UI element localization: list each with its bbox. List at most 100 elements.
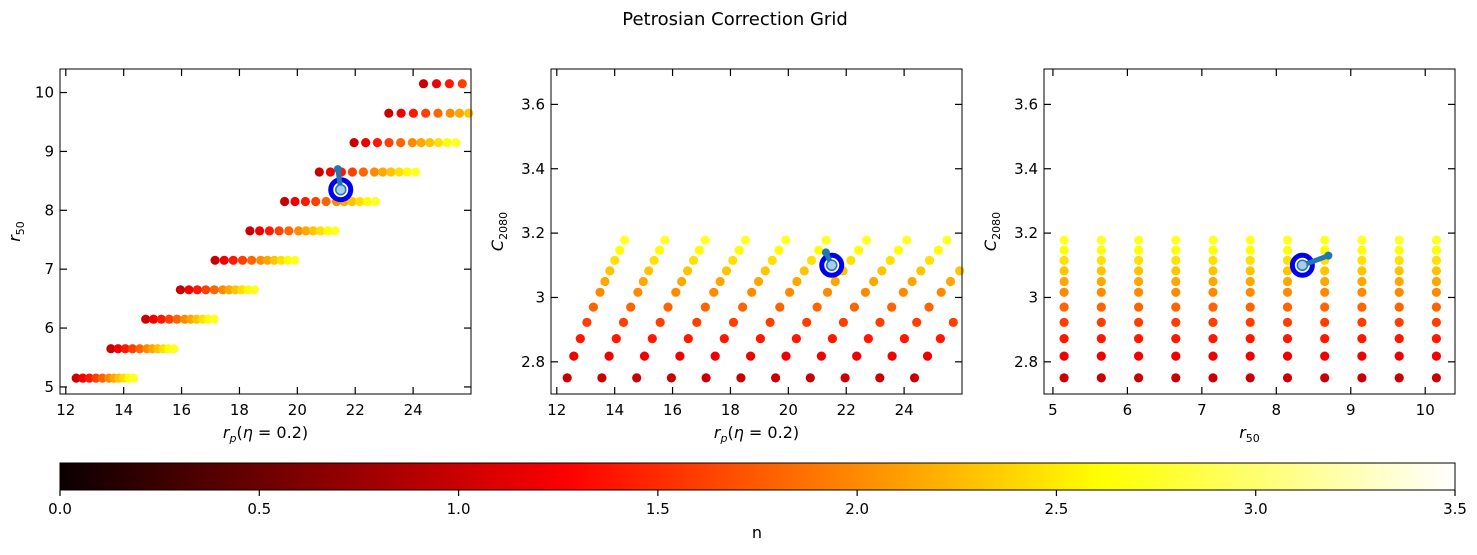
data-point [633, 287, 643, 297]
data-point [113, 344, 123, 354]
colorbar-tick-label: 1.5 [646, 500, 670, 518]
data-point [728, 255, 738, 265]
x-axis-label: r50 [1239, 423, 1260, 445]
data-point [605, 266, 615, 276]
data-point [955, 266, 965, 276]
data-point [192, 285, 202, 295]
data-point [1320, 302, 1330, 312]
data-point [1171, 266, 1181, 276]
data-point [237, 285, 247, 295]
data-point [1059, 334, 1069, 344]
x-axis-label: rp(η = 0.2) [223, 423, 308, 445]
data-point [1357, 373, 1367, 383]
y-tick-label: 7 [44, 260, 54, 278]
data-point [1245, 373, 1255, 383]
correction-start-point [826, 259, 838, 272]
data-point [846, 255, 856, 265]
data-point [710, 351, 720, 361]
data-point [728, 317, 739, 327]
data-point [588, 302, 599, 312]
data-point [849, 302, 860, 312]
data-point [569, 351, 579, 361]
data-point [418, 79, 429, 89]
data-point [575, 334, 585, 344]
data-point [120, 344, 130, 354]
data-point [671, 287, 681, 297]
data-point [709, 287, 719, 297]
data-point [290, 255, 300, 265]
data-point [736, 373, 746, 383]
data-point [760, 266, 770, 276]
data-point [639, 351, 650, 361]
data-point [875, 373, 885, 383]
data-point [269, 255, 279, 265]
data-point [433, 108, 443, 118]
x-tick-label: 16 [172, 401, 191, 419]
data-point [649, 255, 659, 265]
data-point [1208, 373, 1218, 383]
colorbar-tick-label: 2.5 [1044, 500, 1068, 518]
data-point [683, 334, 693, 344]
y-tick-label: 3.4 [1014, 160, 1038, 178]
data-point [1357, 302, 1367, 312]
data-point [274, 226, 284, 236]
data-point [164, 314, 174, 324]
data-point [1320, 276, 1330, 287]
data-point [694, 245, 704, 255]
data-point [785, 287, 795, 297]
data-point [384, 138, 394, 148]
data-point [1059, 255, 1069, 265]
data-point [301, 226, 311, 236]
x-tick-label: 5 [1048, 401, 1058, 419]
data-point [363, 196, 373, 207]
data-point [321, 196, 331, 207]
data-point [1059, 245, 1069, 255]
data-point [378, 167, 388, 177]
data-point [907, 276, 917, 287]
data-point [1134, 235, 1144, 245]
data-point [1208, 317, 1218, 327]
data-point [1208, 287, 1218, 297]
data-point [805, 373, 815, 383]
data-point [595, 287, 605, 297]
data-point [370, 196, 380, 207]
data-point [1134, 276, 1144, 287]
data-point [283, 255, 293, 265]
colorbar-gradient [59, 462, 1456, 491]
correction-start-point [1296, 259, 1309, 272]
data-point [1171, 235, 1181, 245]
data-point [562, 373, 572, 383]
x-tick-label: 9 [1346, 401, 1356, 419]
x-tick-label: 24 [404, 401, 423, 419]
data-point [284, 226, 294, 236]
data-point [827, 334, 838, 344]
correction-end-point [333, 165, 342, 174]
colorbar: 0.0 0.5 1.0 1.5 2.0 2.5 3.0 3.5 n [48, 462, 1467, 542]
data-point [1245, 255, 1255, 265]
y-tick-label: 10 [35, 84, 54, 102]
data-point [442, 138, 452, 148]
x-tick-label: 14 [605, 401, 624, 419]
data-point [812, 302, 822, 312]
data-point [899, 334, 910, 344]
scatter-points [562, 235, 965, 383]
target-ring [819, 252, 845, 278]
data-point [209, 314, 219, 324]
data-point [314, 167, 324, 177]
data-point [1320, 351, 1330, 361]
data-point [135, 344, 145, 354]
data-point [1245, 276, 1255, 287]
data-point [838, 317, 849, 327]
data-point [830, 276, 840, 287]
data-point [358, 167, 368, 177]
data-point [912, 317, 922, 327]
data-point [948, 317, 958, 327]
y-tick-label: 3 [535, 288, 545, 306]
data-point [877, 266, 887, 276]
data-point [169, 344, 179, 354]
x-tick-label: 24 [895, 401, 914, 419]
data-point [396, 138, 406, 148]
data-point [1096, 351, 1106, 361]
y-tick-label: 3.2 [521, 224, 545, 242]
